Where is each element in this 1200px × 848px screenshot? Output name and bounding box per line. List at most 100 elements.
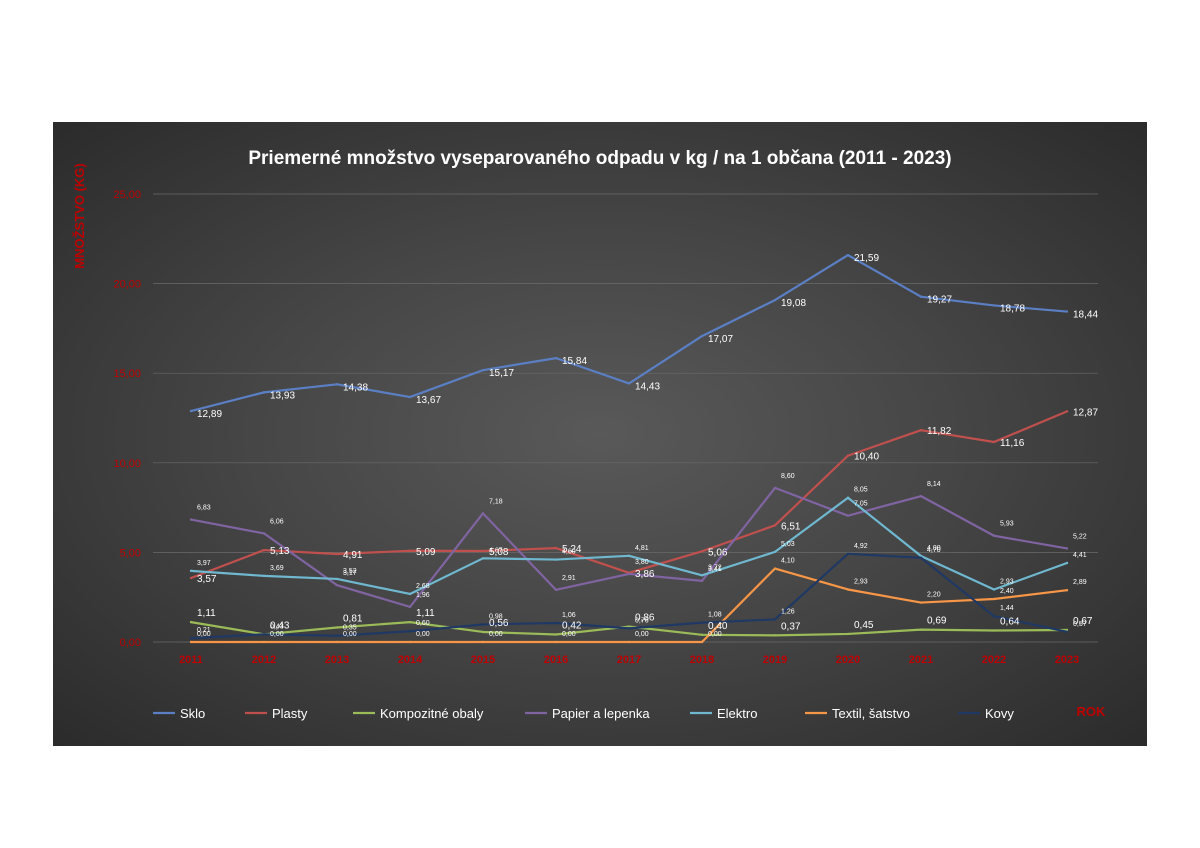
x-tick-label: 2023 [1055,654,1079,666]
data-point [335,583,339,587]
data-point [919,601,923,604]
y-tick-label: 5,00 [120,547,141,559]
data-point [335,634,339,637]
data-point [627,572,631,576]
data-point [992,440,996,444]
data-point [700,550,704,553]
data-point [481,557,485,560]
data-label: 0,43 [270,623,284,630]
legend-label: Elektro [717,706,757,721]
x-tick-label: 2011 [179,654,203,666]
data-label: 5,24 [562,544,582,555]
data-label: 0,00 [343,631,357,638]
data-point [1065,589,1069,592]
data-label: 3,72 [708,564,722,571]
data-point [846,514,850,517]
data-point [554,558,558,561]
data-point [627,627,631,630]
data-point [1065,630,1069,633]
y-tick-label: 20,00 [113,279,141,291]
data-label: 6,06 [270,518,284,525]
data-label: 11,16 [1000,438,1025,449]
data-label: 2,89 [1073,579,1087,586]
legend-item: Sklo [153,706,205,721]
series-line-0 [190,254,1068,413]
data-label: 5,22 [1073,533,1087,540]
legend-item: Kovy [958,706,1014,721]
x-tick-label: 2015 [471,654,495,666]
data-label: 1,08 [708,612,722,619]
data-point [1065,547,1069,550]
data-point [1065,410,1069,413]
data-point [992,597,996,601]
data-point [262,548,266,552]
data-label: 1,11 [197,608,216,619]
data-point [189,409,193,413]
data-point [919,494,923,498]
data-label: 4,10 [781,558,795,565]
data-label: 2,40 [1000,588,1014,595]
data-point [481,549,485,553]
data-point [189,569,193,573]
data-label: 0,43 [270,620,290,631]
data-point [700,579,704,583]
data-label: 3,57 [197,574,217,585]
data-label: 11,82 [927,426,952,437]
legend-label: Plasty [272,706,308,721]
data-label: 4,70 [927,547,941,554]
data-point [627,640,631,644]
data-point [773,567,777,570]
data-point [919,556,923,559]
data-point [846,632,850,636]
data-label: 4,81 [635,545,649,552]
legend-label: Textil, šatstvo [832,706,910,721]
data-label: 4,92 [854,543,868,550]
data-label: 0,86 [635,613,655,624]
data-label: 4,91 [343,550,363,561]
data-point [408,605,412,609]
legend-label: Papier a lepenka [552,706,650,721]
chart-title: Priemerné množstvo vyseparovaného odpadu… [248,148,951,169]
data-point [481,512,485,515]
data-point [189,620,193,624]
data-point [335,640,339,644]
data-label: 2,91 [562,575,576,582]
data-label: 0,00 [562,631,576,638]
data-point [846,496,850,499]
data-label: 5,06 [708,547,728,558]
data-point [335,577,339,581]
data-label: 3,41 [708,566,722,573]
data-label: 0,98 [489,613,503,620]
data-point [773,550,777,554]
data-point [627,382,631,385]
x-axis-label: ROK [1077,704,1107,719]
data-label: 2,20 [927,592,941,599]
data-label: 2,68 [416,583,430,590]
data-label: 13,67 [416,395,441,406]
y-tick-label: 10,00 [113,458,141,470]
data-point [773,634,777,637]
data-label: 0,00 [197,631,211,638]
data-point [481,623,485,626]
data-point [1065,310,1069,313]
data-point [335,626,339,629]
data-point [919,628,923,631]
data-label: 0,45 [854,620,874,631]
data-point [481,368,485,372]
data-point [408,630,412,633]
data-point [554,546,558,550]
data-point [262,633,266,636]
data-label: 5,13 [270,546,290,557]
data-label: 8,60 [781,473,795,480]
data-label: 1,96 [416,592,430,599]
data-point [846,253,850,257]
data-label: 0,21 [197,627,211,634]
y-tick-label: 15,00 [113,368,141,380]
data-label: 3,86 [635,569,655,580]
data-point [262,640,266,644]
data-point [773,524,777,527]
data-point [481,630,485,634]
data-point [189,576,193,580]
legend-label: Sklo [180,706,205,721]
data-point [627,554,631,558]
